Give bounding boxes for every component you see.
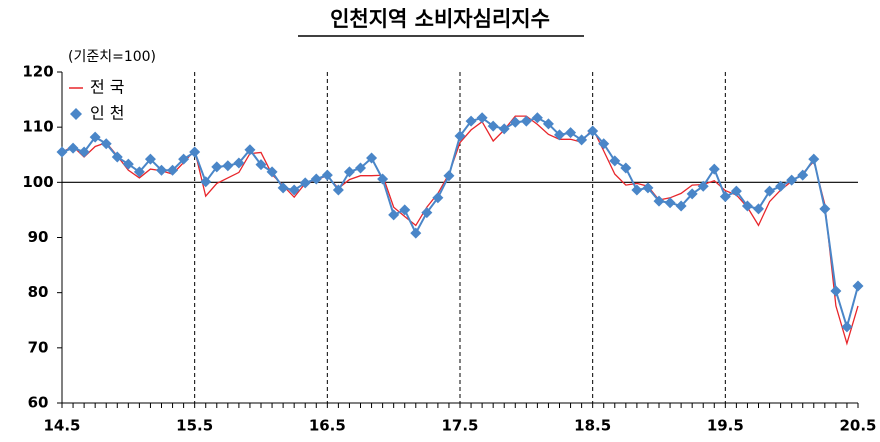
y-tick-label: 80 [28, 283, 49, 301]
data-point [266, 166, 278, 178]
data-point [465, 115, 477, 127]
data-point [741, 200, 753, 212]
data-point [786, 174, 798, 186]
data-point [531, 112, 543, 124]
y-tick-label: 60 [28, 394, 49, 412]
data-point [598, 138, 610, 150]
data-point [211, 161, 223, 173]
y-tick-label: 120 [22, 63, 53, 81]
data-point [631, 184, 643, 196]
data-point [730, 185, 742, 197]
data-point [288, 184, 300, 196]
data-point [144, 153, 156, 165]
data-point [808, 153, 820, 165]
data-point [542, 118, 554, 130]
data-point [100, 138, 112, 150]
data-point [576, 134, 588, 146]
data-point [476, 112, 488, 124]
data-point [554, 129, 565, 141]
data-point [509, 116, 521, 128]
data-point [78, 146, 90, 158]
legend-label: 전 국 [90, 78, 125, 97]
data-point [797, 169, 809, 181]
legend-label: 인 천 [90, 104, 125, 123]
data-point [255, 159, 267, 171]
data-point [454, 130, 466, 142]
note: (기준치=100) [68, 49, 156, 65]
data-point [355, 162, 366, 174]
data-point [233, 157, 245, 169]
data-point [122, 158, 134, 170]
data-point [321, 169, 333, 181]
data-point [111, 151, 123, 163]
data-point [852, 280, 864, 292]
data-point [753, 203, 764, 215]
x-tick-label: 15.5 [176, 417, 213, 435]
data-point [366, 152, 378, 164]
y-tick-label: 100 [22, 173, 53, 191]
data-point [432, 192, 444, 204]
data-point [156, 164, 167, 176]
data-point [664, 197, 676, 209]
y-tick-label: 110 [22, 118, 53, 136]
data-point [343, 166, 355, 178]
x-tick-label: 18.5 [574, 417, 611, 435]
data-point [642, 182, 654, 194]
data-point [443, 170, 455, 182]
data-point [244, 144, 256, 156]
data-point [819, 203, 831, 215]
data-point [587, 125, 599, 137]
data-point [189, 146, 201, 158]
data-point [498, 123, 510, 135]
data-point [708, 163, 720, 175]
chart-title: 인천지역 소비자심리지수 [330, 7, 550, 31]
data-point [719, 191, 731, 203]
data-point [520, 115, 532, 127]
y-tick-label: 70 [28, 338, 49, 356]
data-point [421, 207, 433, 219]
data-point [388, 209, 400, 221]
data-point [56, 146, 68, 158]
data-point [686, 188, 698, 200]
x-tick-label: 16.5 [309, 417, 346, 435]
data-point [487, 120, 499, 132]
data-point [332, 184, 344, 196]
data-point [609, 155, 621, 167]
legend-marker [70, 108, 82, 120]
data-point [277, 182, 289, 194]
y-tick-label: 90 [28, 228, 49, 246]
data-point [410, 227, 422, 239]
data-point [222, 160, 234, 172]
data-point [299, 177, 311, 189]
data-point [775, 180, 787, 192]
data-point [620, 162, 632, 174]
x-tick-label: 14.5 [43, 417, 80, 435]
data-point [399, 204, 411, 216]
data-point [697, 180, 709, 192]
data-point [841, 321, 853, 333]
x-tick-label: 19.5 [707, 417, 744, 435]
data-point [200, 176, 212, 188]
x-tick-label: 20.5 [839, 417, 876, 435]
data-point [167, 164, 179, 176]
data-point [830, 285, 842, 297]
data-point [565, 127, 577, 139]
data-point [653, 195, 665, 207]
data-point [675, 200, 687, 212]
x-tick-label: 17.5 [441, 417, 478, 435]
data-point [133, 166, 145, 178]
data-point [764, 185, 776, 197]
data-point [89, 131, 101, 143]
data-point [310, 173, 322, 185]
data-point [178, 153, 190, 165]
data-point [67, 142, 79, 154]
data-point [377, 173, 389, 185]
